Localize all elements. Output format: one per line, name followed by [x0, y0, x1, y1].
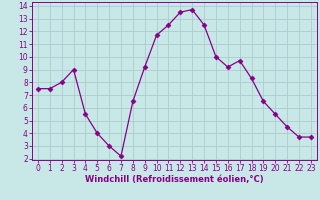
X-axis label: Windchill (Refroidissement éolien,°C): Windchill (Refroidissement éolien,°C) [85, 175, 264, 184]
